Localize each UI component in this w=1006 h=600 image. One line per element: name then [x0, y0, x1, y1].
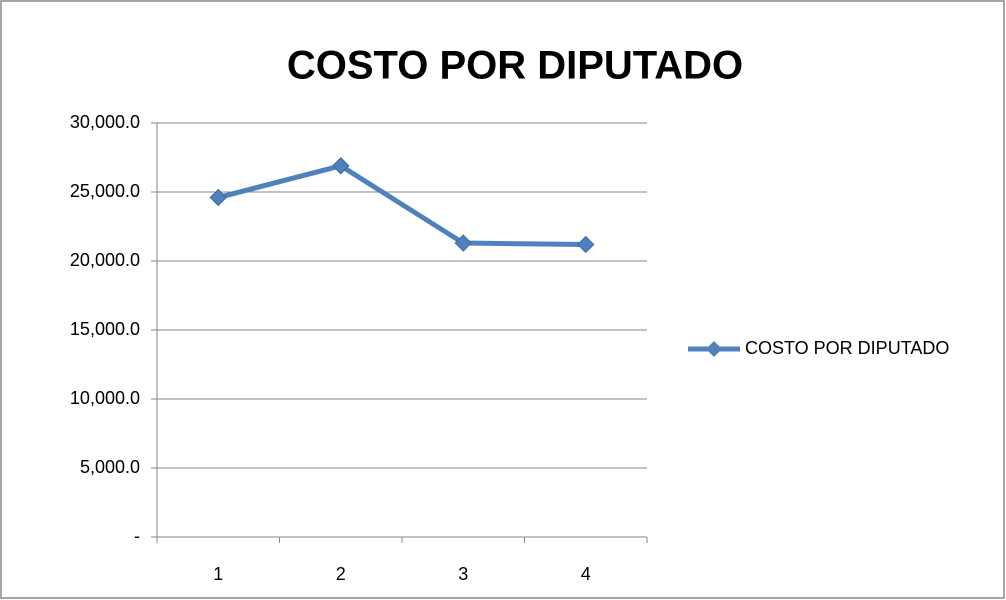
data-line: [217, 163, 586, 247]
legend-marker: [706, 341, 722, 357]
y-tick-label: -: [134, 526, 140, 546]
legend-label: COSTO POR DIPUTADO: [745, 338, 949, 358]
y-tick-label: 10,000.0: [70, 388, 140, 408]
x-tick-label: 3: [458, 564, 468, 584]
data-marker: [332, 157, 350, 175]
y-tick-label: 25,000.0: [70, 181, 140, 201]
data-marker: [577, 235, 595, 254]
y-tick-label: 5,000.0: [80, 457, 140, 477]
x-tick-label: 4: [581, 564, 591, 584]
data-marker: [454, 234, 472, 252]
data-marker: [209, 188, 227, 207]
chart-title: COSTO POR DIPUTADO: [287, 44, 743, 88]
y-tick-label: 30,000.0: [70, 112, 140, 132]
y-tick-label: 20,000.0: [70, 250, 140, 270]
x-tick-label: 2: [336, 564, 346, 584]
x-tick-label: 1: [213, 564, 223, 584]
y-tick-label: 15,000.0: [70, 319, 140, 339]
